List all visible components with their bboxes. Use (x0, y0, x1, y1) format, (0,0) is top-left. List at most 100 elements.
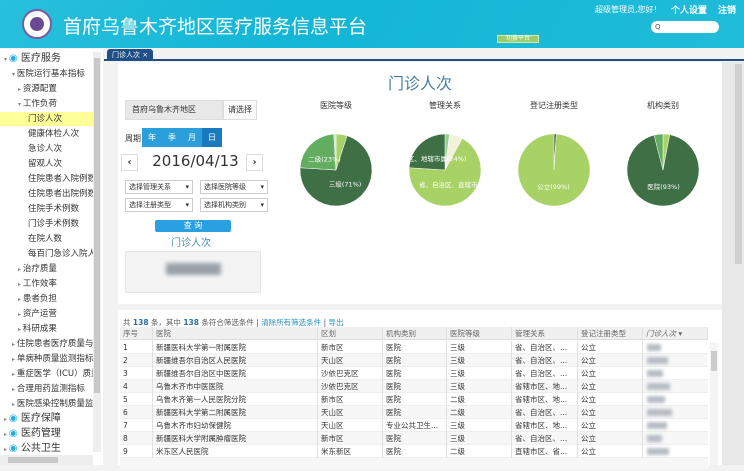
sidebar-item[interactable]: ▸ 科研成果 (0, 322, 93, 336)
table-cell: 三级 (447, 380, 512, 393)
sidebar-item-label: 医疗服务 (20, 53, 61, 64)
pie-slice[interactable] (517, 133, 591, 207)
pie-charts: 三级(71%) 二级(23%) 省、自治区、直辖市属(地区、地辖市属(24%) 公立(… (299, 133, 700, 207)
period-quarter[interactable]: 季 (162, 128, 182, 147)
table-cell: 新市区 (318, 393, 383, 406)
caret-icon: ▾ (12, 71, 17, 78)
column-header[interactable]: 区划 (318, 327, 383, 340)
prev-date-button[interactable]: ‹ (121, 154, 138, 171)
sidebar-item-label: 合理用药监测指标 (16, 384, 85, 394)
grade-select[interactable]: 选择医院等级 (200, 180, 268, 194)
period-month[interactable]: 月 (182, 128, 202, 147)
table-row[interactable] (120, 445, 708, 458)
sidebar-item[interactable]: 急诊人次 (0, 142, 93, 156)
pie-slice[interactable] (299, 135, 373, 207)
region-field[interactable]: 首府乌鲁木齐地区 (125, 100, 223, 120)
column-header[interactable]: 门诊人次 ▾ (643, 327, 708, 340)
caret-icon: ▸ (18, 326, 23, 333)
sidebar-item[interactable]: ▾ 工作负荷 (0, 97, 93, 111)
sidebar-item[interactable]: 健康体检人次 (0, 127, 93, 141)
sidebar-hscroll-thumb[interactable] (8, 457, 58, 463)
sidebar-item[interactable]: 每百门急诊入院人数 (0, 247, 93, 261)
grid-icon: ◉ (8, 428, 21, 439)
sidebar-item[interactable]: ▾ ◉ 医疗服务 (0, 52, 93, 66)
sidebar-item[interactable]: ▸ 医院感染控制质量监测 (0, 397, 93, 411)
table-row[interactable] (120, 406, 708, 419)
sidebar-item[interactable]: ▸ 住院患者医疗质量与安全 (0, 337, 93, 351)
column-header[interactable]: 医院 (153, 327, 318, 340)
sidebar-item[interactable]: ▾ 医院运行基本指标 (0, 67, 93, 81)
sidebar-item[interactable]: ▸ 患者负担 (0, 292, 93, 306)
table-row[interactable] (120, 432, 708, 445)
sidebar-item-label: 留观人次 (28, 159, 63, 169)
sidebar-item[interactable]: ▸ 资源配置 (0, 82, 93, 96)
query-button[interactable]: 查 询 (155, 220, 231, 232)
management-select[interactable]: 选择管理关系 (125, 180, 193, 194)
clear-filters-link[interactable]: 清除所有筛选条件 (261, 318, 322, 327)
sidebar-item[interactable]: 住院患者出院例数 (0, 187, 93, 201)
sidebar-item[interactable]: 住院患者入院例数 (0, 172, 93, 186)
pie-slice[interactable] (333, 133, 337, 171)
column-header[interactable]: 序号 (120, 327, 153, 340)
pie-slice[interactable] (299, 133, 337, 171)
pie-slice[interactable] (408, 133, 446, 171)
sidebar-item[interactable]: ▸ 合理用药监测指标 (0, 382, 93, 396)
column-header[interactable]: 管理关系 (512, 327, 578, 340)
export-link[interactable]: 导出 (328, 318, 344, 327)
sidebar-item[interactable]: ▸ ◉ 医药管理 (0, 427, 93, 441)
user-settings-link[interactable]: 个人设置 (671, 6, 708, 16)
caret-icon: ▸ (18, 266, 23, 273)
table-row[interactable] (120, 341, 708, 354)
table-cell: 公立 (578, 406, 643, 419)
pie-slice[interactable] (626, 134, 700, 207)
caret-icon: ▸ (12, 371, 17, 378)
blurred-visits-value (647, 344, 661, 351)
column-header[interactable]: 医院等级 (447, 327, 512, 340)
table-cell: 医院 (383, 380, 447, 393)
search-input[interactable]: Q (651, 21, 719, 33)
table-scroll-thumb[interactable] (711, 351, 717, 371)
pie-label: 医院(93%) (647, 182, 680, 191)
table-row[interactable] (120, 380, 708, 393)
sidebar-item-label: 门诊人次 (28, 114, 63, 124)
period-day[interactable]: 日 (202, 128, 222, 147)
sidebar-scroll-thumb[interactable] (94, 58, 100, 393)
sidebar-item[interactable]: ▸ 重症医学（ICU）质量 (0, 367, 93, 381)
table-cell: 省、自治区、... (512, 432, 578, 445)
table-scrollbar[interactable] (710, 343, 718, 465)
tab-outpatient[interactable]: 门诊人次 × (107, 49, 154, 61)
sidebar-item[interactable]: ▸ ◉ 医疗保障 (0, 412, 93, 426)
sidebar-item[interactable]: 门诊手术例数 (0, 217, 93, 231)
pie-slice[interactable] (408, 138, 482, 207)
close-icon[interactable]: × (142, 51, 149, 59)
sidebar-item[interactable]: 在院人数 (0, 232, 93, 246)
sidebar-item[interactable]: ▸ 资产运营 (0, 307, 93, 321)
blurred-visits-value (647, 370, 663, 377)
switch-platform-button[interactable]: 切换平台 (497, 35, 539, 43)
sidebar-item[interactable]: ▸ 治疗质量 (0, 262, 93, 276)
sidebar-item[interactable]: ▸ 单病种质量监测指标 (0, 352, 93, 366)
sidebar-item-label: 工作效率 (22, 279, 57, 289)
registration-select[interactable]: 选择注册类型 (125, 198, 193, 212)
logout-link[interactable]: 注销 (718, 6, 737, 16)
sidebar-item[interactable]: 留观人次 (0, 157, 93, 171)
category-select[interactable]: 选择机构类别 (200, 198, 268, 212)
pie-slice[interactable] (653, 133, 664, 171)
column-header[interactable]: 机构类别 (383, 327, 447, 340)
page-scroll-thumb[interactable] (735, 64, 742, 264)
table-row[interactable] (120, 354, 708, 367)
table-row[interactable] (120, 367, 708, 380)
column-header[interactable]: 登记注册类型 (578, 327, 643, 340)
period-year[interactable]: 年 (142, 128, 162, 147)
sidebar-item[interactable]: ▸ 工作效率 (0, 277, 93, 291)
app-title: 首府乌鲁木齐地区医疗服务信息平台 (63, 16, 368, 38)
table-cell: 8 (120, 432, 153, 445)
logo (22, 9, 52, 39)
table-row[interactable] (120, 419, 708, 432)
region-pick-button[interactable]: 请选择 (223, 100, 257, 120)
next-date-button[interactable]: › (246, 154, 263, 171)
sidebar-item[interactable]: 住院手术例数 (0, 202, 93, 216)
sidebar-item[interactable]: ▸ ◉ 公共卫生 (0, 442, 93, 456)
sidebar-item[interactable]: 门诊人次 (0, 112, 93, 126)
table-row[interactable] (120, 393, 708, 406)
